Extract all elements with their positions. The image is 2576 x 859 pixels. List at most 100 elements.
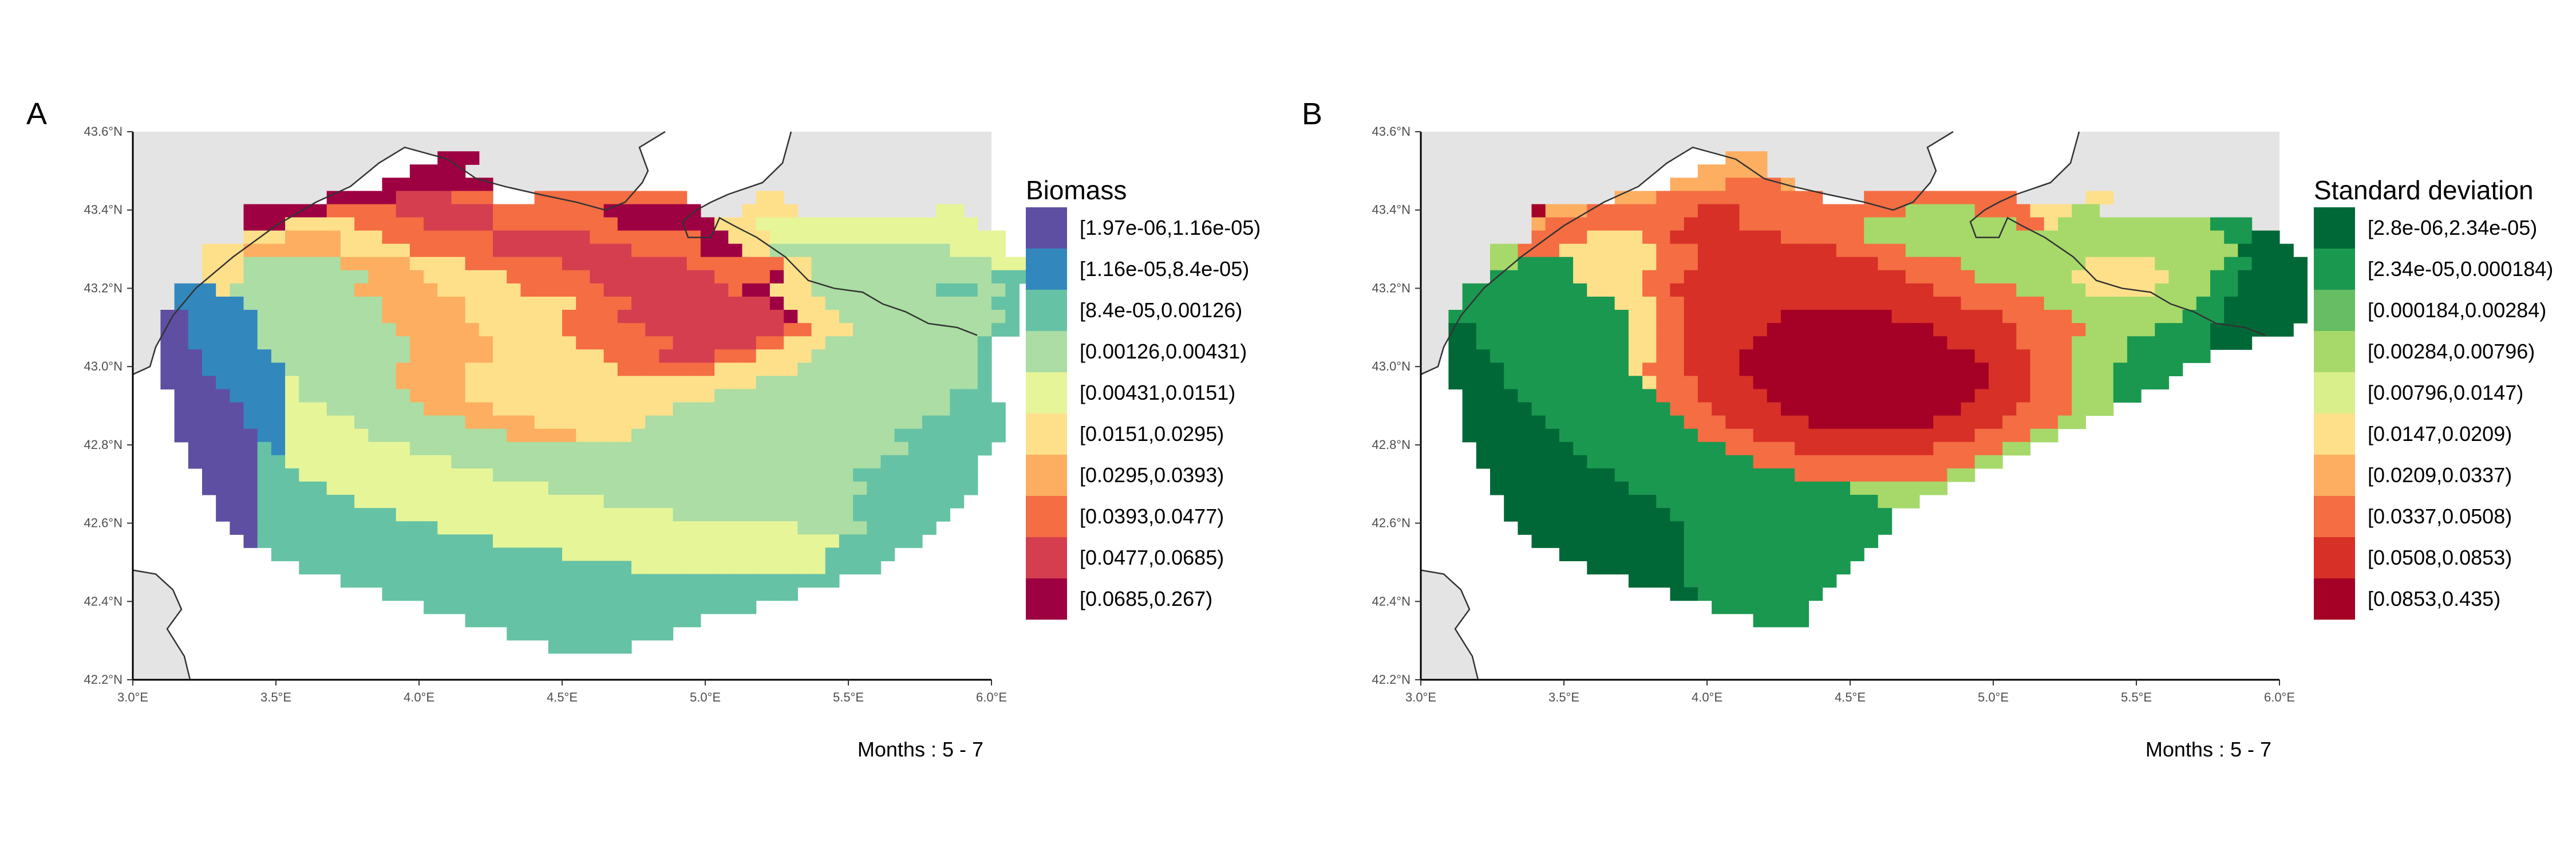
grid-cell (977, 389, 992, 403)
grid-cell (313, 481, 327, 495)
grid-cell (1448, 362, 1463, 376)
grid-cell (603, 283, 618, 297)
grid-cell (382, 442, 397, 456)
grid-cell (271, 230, 286, 245)
grid-cell (811, 257, 826, 271)
grid-cell (1587, 468, 1602, 482)
grid-cell (867, 270, 882, 284)
grid-cell (437, 561, 452, 575)
grid-cell (1670, 243, 1685, 258)
y-tick-label: 42.4°N (1372, 594, 1411, 608)
grid-cell (1531, 468, 1546, 482)
grid-cell (451, 415, 466, 430)
grid-cell (1988, 310, 2003, 324)
grid-cell (645, 376, 659, 390)
grid-cell (1961, 283, 1976, 297)
grid-cell (396, 495, 410, 509)
grid-cell (714, 481, 729, 495)
grid-cell (493, 270, 507, 284)
grid-cell (216, 336, 230, 350)
grid-cell (1739, 521, 1754, 535)
grid-cell (1781, 481, 1795, 495)
grid-cell (493, 243, 507, 258)
grid-cell (963, 230, 978, 245)
data-cells (1448, 151, 2308, 628)
grid-cell (520, 349, 535, 363)
grid-cell (2057, 270, 2072, 284)
grid-cell (784, 455, 798, 469)
grid-cell (1587, 243, 1602, 258)
grid-cell (963, 468, 978, 482)
grid-cell (230, 376, 244, 390)
grid-cell (756, 574, 771, 588)
grid-cell (1767, 349, 1781, 363)
grid-cell (991, 323, 1006, 337)
grid-cell (465, 428, 480, 443)
y-tick-label: 43.2°N (84, 281, 123, 295)
y-tick-label: 42.6°N (84, 516, 123, 530)
grid-cell (1988, 217, 2003, 231)
grid-cell (631, 204, 646, 218)
grid-cell (299, 442, 314, 456)
grid-cell (1518, 495, 1532, 509)
grid-cell (1628, 428, 1643, 443)
grid-cell (825, 455, 840, 469)
grid-cell (769, 270, 784, 284)
grid-cell (922, 270, 937, 284)
grid-cell (880, 547, 895, 561)
grid-cell (908, 495, 923, 509)
grid-cell (908, 297, 923, 310)
grid-cell (617, 191, 632, 205)
grid-cell (1462, 415, 1477, 430)
grid-cell (1864, 310, 1878, 324)
grid-cell (2168, 349, 2183, 363)
grid-cell (1795, 547, 1809, 561)
grid-cell (700, 349, 715, 363)
grid-cell (769, 561, 784, 575)
grid-cell (1462, 297, 1477, 310)
grid-cell (894, 283, 909, 297)
grid-cell (1697, 561, 1712, 575)
grid-cell (1587, 521, 1602, 535)
grid-cell (853, 270, 867, 284)
grid-cell (991, 402, 1006, 416)
grid-cell (2168, 283, 2183, 297)
grid-cell (977, 323, 992, 337)
grid-cell (2030, 270, 2045, 284)
grid-cell (590, 574, 605, 588)
grid-cell (1490, 389, 1504, 403)
grid-cell (1601, 270, 1615, 284)
grid-cell (1601, 561, 1615, 575)
grid-cell (1988, 204, 2003, 218)
grid-cell (617, 270, 632, 284)
grid-cell (2168, 310, 2183, 324)
grid-cell (922, 243, 937, 258)
grid-cell (673, 376, 688, 390)
grid-cell (257, 323, 272, 337)
grid-cell (479, 402, 493, 416)
grid-cell (493, 283, 507, 297)
grid-cell (1781, 376, 1795, 390)
grid-cell (271, 336, 286, 350)
grid-cell (424, 310, 438, 324)
grid-cell (673, 243, 688, 258)
grid-cell (742, 257, 757, 271)
grid-cell (839, 230, 854, 245)
grid-cell (1697, 455, 1712, 469)
grid-cell (562, 310, 576, 324)
grid-cell (1864, 521, 1878, 535)
grid-cell (839, 323, 854, 337)
grid-cell (1614, 389, 1629, 403)
grid-cell (936, 415, 950, 430)
grid-cell (1753, 270, 1768, 284)
legend-swatch (2314, 331, 2355, 372)
grid-cell (396, 283, 410, 297)
grid-cell (1947, 362, 1962, 376)
grid-cell (243, 323, 258, 337)
grid-cell (756, 243, 771, 258)
grid-cell (202, 297, 216, 310)
grid-cell (769, 389, 784, 403)
grid-cell (1490, 376, 1504, 390)
grid-cell (1878, 362, 1893, 376)
legend-title: Standard deviation (2314, 175, 2534, 205)
